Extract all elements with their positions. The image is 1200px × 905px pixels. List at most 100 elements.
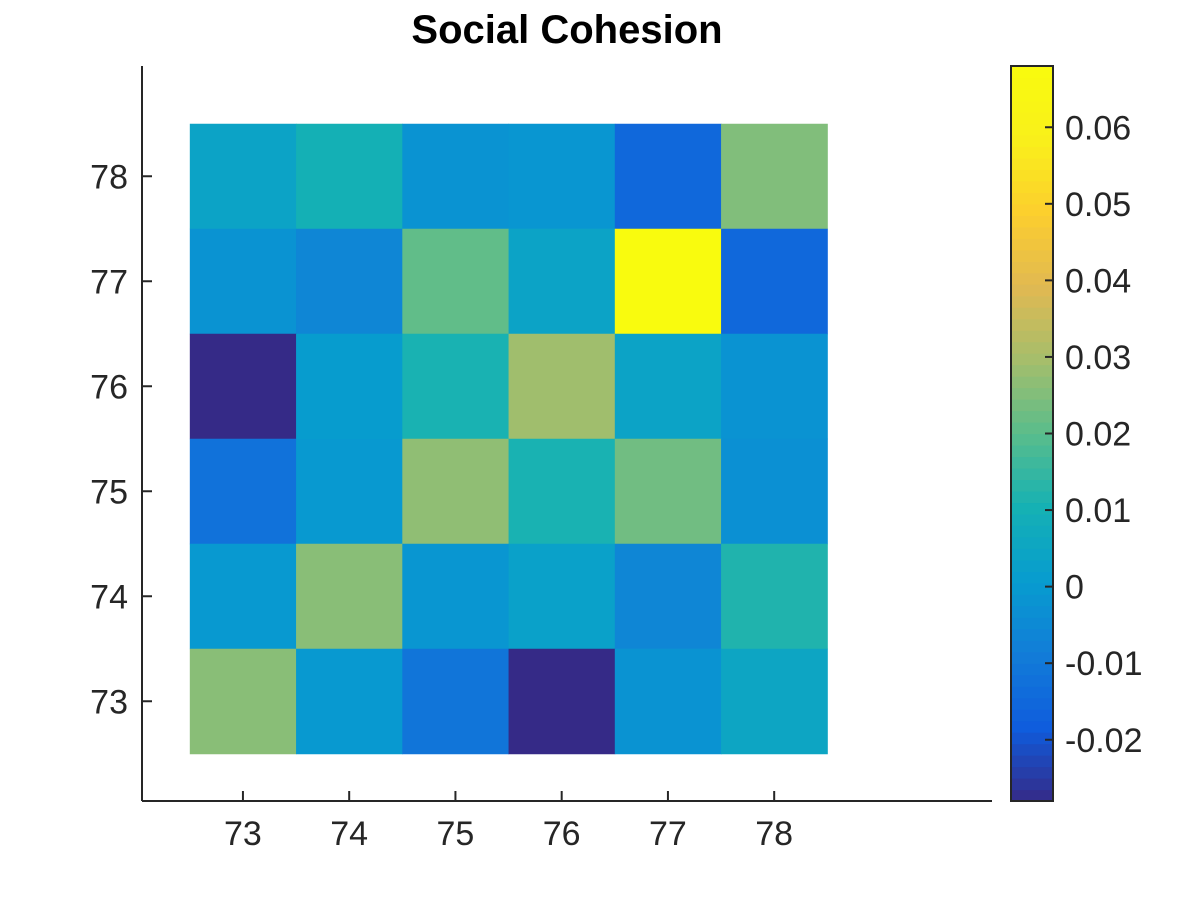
heatmap-cell bbox=[296, 228, 403, 335]
heatmap-cell bbox=[296, 543, 403, 650]
colorbar-tick-label: 0.02 bbox=[1065, 416, 1131, 454]
colorbar-segment bbox=[1011, 77, 1053, 90]
colorbar-segment bbox=[1011, 111, 1053, 125]
colorbar-segment bbox=[1011, 341, 1053, 354]
heatmap-cell bbox=[189, 228, 297, 335]
colorbar-segment bbox=[1011, 755, 1053, 768]
x-tick-label: 74 bbox=[330, 815, 368, 853]
heatmap-cell bbox=[508, 228, 616, 335]
colorbar-segment bbox=[1011, 157, 1053, 170]
colorbar-segment bbox=[1011, 456, 1053, 469]
colorbar-tick-label: -0.02 bbox=[1065, 722, 1143, 760]
heatmap-cell bbox=[402, 123, 510, 230]
heatmap-cell bbox=[189, 543, 297, 650]
heatmap-cell bbox=[614, 543, 722, 650]
colorbar-segment bbox=[1011, 778, 1053, 791]
colorbar-segment bbox=[1011, 697, 1053, 710]
colorbar-segment bbox=[1011, 410, 1053, 423]
colorbar-segment bbox=[1011, 651, 1053, 664]
colorbar-segment bbox=[1011, 353, 1053, 366]
heatmap-cell bbox=[614, 333, 722, 440]
heatmap-cell bbox=[189, 438, 297, 545]
colorbar-segment bbox=[1011, 376, 1053, 389]
heatmap-cell bbox=[402, 648, 510, 755]
colorbar-segment bbox=[1011, 66, 1053, 79]
colorbar-segment bbox=[1011, 513, 1053, 526]
y-tick-label: 73 bbox=[90, 683, 128, 721]
heatmap-cell bbox=[296, 333, 403, 440]
heatmap-cell bbox=[508, 438, 616, 545]
axes: 73 74 75 76 77 78 73 74 75 76 77 78 bbox=[90, 66, 992, 853]
x-tick-label: 73 bbox=[224, 815, 262, 853]
heatmap-cell bbox=[296, 438, 403, 545]
colorbar-segment bbox=[1011, 766, 1053, 779]
colorbar-segment bbox=[1011, 444, 1053, 458]
x-tick-label: 77 bbox=[649, 815, 687, 853]
colorbar-tick-label: 0.06 bbox=[1065, 109, 1131, 147]
colorbar-segment bbox=[1011, 594, 1053, 607]
colorbar-segment bbox=[1011, 180, 1053, 193]
colorbar-segment bbox=[1011, 536, 1053, 549]
colorbar-segment bbox=[1011, 307, 1053, 320]
colorbar-segment bbox=[1011, 433, 1053, 446]
heatmap-cell bbox=[614, 648, 722, 755]
y-tick-label: 78 bbox=[90, 158, 128, 196]
colorbar-segment bbox=[1011, 686, 1053, 699]
colorbar-segment bbox=[1011, 134, 1053, 147]
colorbar-segment bbox=[1011, 146, 1053, 159]
colorbar-segment bbox=[1011, 192, 1053, 205]
colorbar-segment bbox=[1011, 502, 1053, 515]
colorbar-segment bbox=[1011, 422, 1053, 435]
colorbar-segment bbox=[1011, 732, 1053, 745]
heatmap-cell bbox=[721, 333, 828, 440]
colorbar-segment bbox=[1011, 203, 1053, 216]
heatmap-cell bbox=[402, 333, 510, 440]
colorbar-segment bbox=[1011, 743, 1053, 756]
heatmap-cell bbox=[721, 438, 828, 545]
colorbar-segment bbox=[1011, 617, 1053, 630]
heatmap-cell bbox=[189, 648, 297, 755]
colorbar-segment bbox=[1011, 674, 1053, 687]
colorbar-segment bbox=[1011, 640, 1053, 653]
colorbar-segment bbox=[1011, 272, 1053, 285]
colorbar-segment bbox=[1011, 215, 1053, 228]
y-tick-label: 74 bbox=[90, 578, 128, 616]
colorbar-segment bbox=[1011, 318, 1053, 331]
colorbar-segment bbox=[1011, 571, 1053, 584]
colorbar-segment bbox=[1011, 295, 1053, 308]
heatmap-cell bbox=[508, 123, 616, 230]
y-tick-label: 75 bbox=[90, 473, 128, 511]
x-tick-label: 75 bbox=[437, 815, 475, 853]
colorbar-segment bbox=[1011, 490, 1053, 504]
colorbar-segment bbox=[1011, 364, 1053, 377]
colorbar-segment bbox=[1011, 559, 1053, 572]
colorbar-segment bbox=[1011, 709, 1053, 722]
x-tick-label: 78 bbox=[755, 815, 793, 853]
colorbar-segment bbox=[1011, 479, 1053, 492]
y-tick-label: 77 bbox=[90, 263, 128, 301]
colorbar-segment bbox=[1011, 548, 1053, 561]
colorbar-segment bbox=[1011, 628, 1053, 641]
heatmap-cell bbox=[721, 228, 828, 335]
colorbar-tick-label: 0.05 bbox=[1065, 186, 1131, 224]
colorbar-segment bbox=[1011, 238, 1053, 251]
heatmap-cells bbox=[189, 123, 828, 755]
heatmap-cell bbox=[296, 648, 403, 755]
x-tick-label: 76 bbox=[543, 815, 581, 853]
heatmap-cell bbox=[508, 333, 616, 440]
heatmap-cell bbox=[721, 123, 828, 230]
colorbar-segment bbox=[1011, 226, 1053, 239]
chart-title: Social Cohesion bbox=[411, 8, 722, 52]
colorbar-segment bbox=[1011, 605, 1053, 618]
y-tick-label: 76 bbox=[90, 368, 128, 406]
colorbar-segment bbox=[1011, 387, 1053, 400]
heatmap-cell bbox=[614, 438, 722, 545]
colorbar-segment bbox=[1011, 100, 1053, 113]
heatmap-cell bbox=[721, 543, 828, 650]
colorbar-segment bbox=[1011, 720, 1053, 733]
colorbar-segment bbox=[1011, 284, 1053, 297]
colorbar-segment bbox=[1011, 249, 1053, 262]
heatmap-cell bbox=[189, 123, 297, 230]
